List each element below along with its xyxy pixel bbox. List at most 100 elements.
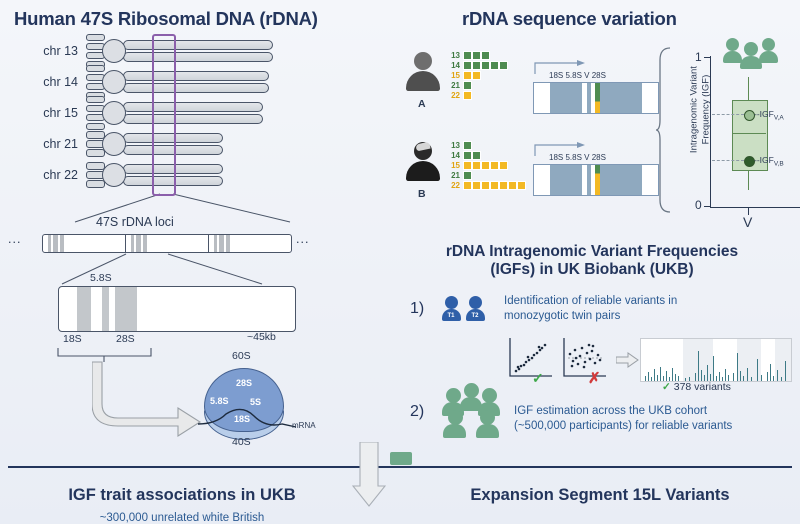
centromere-icon (102, 70, 126, 94)
twin-1-badge: T1 (444, 312, 458, 320)
centromere-icon (102, 39, 126, 63)
transcription-arrow-icon (534, 142, 585, 156)
gene-band-28s (115, 287, 137, 331)
transcription-arrow-icon (534, 60, 585, 74)
cassette-label-b: 18S 5.8S V 28S (549, 153, 606, 162)
variant-count-text: 378 variants (673, 381, 731, 393)
rdna-gene-unit (58, 286, 296, 332)
centromere-icon (102, 101, 126, 125)
transcribed-region-bracket (57, 348, 152, 362)
label-40s: 40S (232, 436, 251, 448)
whisker-upper (748, 77, 750, 101)
label-rna-18s: 18S (234, 414, 251, 424)
label-5-8s: 5.8S (90, 272, 112, 284)
x-axis-line (710, 207, 800, 209)
zoom-leader-lines (74, 193, 291, 223)
chr-number: 15 (451, 70, 460, 80)
gene-cassette-a: 18S 5.8S V 28S (533, 60, 659, 114)
label-rna-28s: 28S (236, 378, 253, 388)
boxplot-y-axis-label: Intragenomic Variant Frequency (IGF) (688, 50, 711, 170)
downstream-arrow-icon (352, 442, 386, 507)
chromosome-row: chr 22 (20, 162, 223, 188)
mrna-strand-icon (197, 408, 297, 428)
copy-count-row: 15 (444, 70, 508, 80)
expansion-segment-marker (390, 452, 412, 465)
copy-count-row: 13 (444, 140, 526, 150)
person-avatar-b (404, 141, 442, 188)
chr-number: 21 (451, 170, 460, 180)
loci-label: 47S rDNA loci (96, 215, 174, 229)
step-1-pass-mark: ✓ (532, 370, 544, 386)
step-2-line1: IGF estimation across the UKB cohort (514, 405, 708, 417)
label-18s: 18S (63, 333, 82, 345)
individual-a-copy-counts: 13 14 15 21 22 (444, 50, 508, 100)
igf-b-subscript: V,B (773, 160, 784, 168)
cohort-group-icon (440, 382, 508, 438)
middle-title-line2: (IGFs) in UK Biobank (UKB) (490, 261, 694, 279)
q-arm-icon (123, 102, 263, 124)
chr-number: 22 (451, 90, 460, 100)
x-axis-tick-label: V (743, 214, 753, 230)
y-axis-line (710, 56, 712, 208)
chromosome-row: chr 13 (20, 33, 273, 69)
copy-count-row: 13 (444, 50, 508, 60)
igf-b-leader-line (712, 160, 744, 161)
ellipsis-right: ... (296, 232, 310, 246)
step-1-fail-mark: ✗ (588, 370, 601, 387)
chr-number: 13 (451, 140, 460, 150)
middle-title-line1: rDNA Intragenomic Variant Frequencies (445, 243, 739, 260)
satellite-arm-icon (86, 162, 105, 188)
twin-correlation-plots: ✓ ✗ (506, 336, 622, 387)
uncorrelated-scatter-plot (563, 338, 606, 377)
igf-a-callout: --IGFV,A (754, 109, 784, 122)
copy-count-row: 15 (444, 160, 526, 170)
boxplot-median-line (732, 133, 766, 135)
step-2-number: 2) (410, 403, 425, 420)
right-panel-title: rDNA sequence variation (462, 8, 677, 29)
label-rna-5s: 5S (250, 397, 262, 407)
copy-count-row: 21 (444, 170, 526, 180)
middle-section-title: rDNA Intragenomic Variant Frequencies (I… (386, 243, 798, 280)
label-28s: 28S (116, 333, 135, 345)
label-gene-size: ~45kb (247, 331, 276, 343)
twin-pair-icon: T1 T2 (442, 296, 490, 322)
y-axis-min-label: 0 (695, 198, 702, 212)
igf-boxplot-chart: Intragenomic Variant Frequency (IGF) 1 0… (676, 38, 800, 230)
chromosome-label: chr 22 (43, 168, 78, 182)
person-avatar-a (404, 52, 442, 98)
variant-marker-b (595, 165, 600, 195)
individual-b-group: B 13 14 15 21 22 (400, 138, 650, 210)
y-axis-max-label: 1 (695, 50, 702, 64)
chromosome-row: chr 15 (20, 95, 263, 131)
chr-number: 13 (451, 50, 460, 60)
grouping-brace-icon (656, 47, 671, 213)
igf-point-a (744, 110, 755, 121)
chromosome-label: chr 21 (43, 137, 78, 151)
individual-b-label: B (418, 188, 426, 200)
gene-cassette-b: 18S 5.8S V 28S (533, 142, 659, 196)
q-arm-icon (123, 71, 269, 93)
copy-count-row: 22 (444, 180, 526, 190)
rdna-tandem-repeat-array (42, 234, 292, 253)
step-1-line2: monozygotic twin pairs (504, 310, 621, 323)
bottom-divider (8, 466, 792, 468)
step-1-result-arrow-icon (616, 352, 639, 368)
step-1-description: Identification of reliable variants in m… (504, 294, 784, 324)
whisker-lower (748, 168, 750, 190)
ribosome-diagram: 60S 28S 5.8S 5S 18S mRNA 40S (196, 350, 316, 448)
chr-number: 22 (451, 180, 460, 190)
igf-a-subscript: V,A (773, 114, 784, 122)
chromosome-label: chr 14 (43, 75, 78, 89)
individual-a-group: A 13 14 15 21 22 (400, 48, 650, 120)
igf-point-b (744, 156, 755, 167)
callout-dash: -- (754, 109, 760, 119)
label-rna-5-8s: 5.8S (210, 396, 229, 406)
chr-number: 21 (451, 80, 460, 90)
chromosome-row: chr 21 (20, 131, 223, 157)
chr-number: 14 (451, 60, 460, 70)
correlated-scatter-plot (509, 338, 552, 377)
bottom-left-title: IGF trait associations in UKB (68, 486, 296, 504)
individual-a-label: A (418, 98, 426, 110)
cassette-label-a: 18S 5.8S V 28S (549, 71, 606, 80)
